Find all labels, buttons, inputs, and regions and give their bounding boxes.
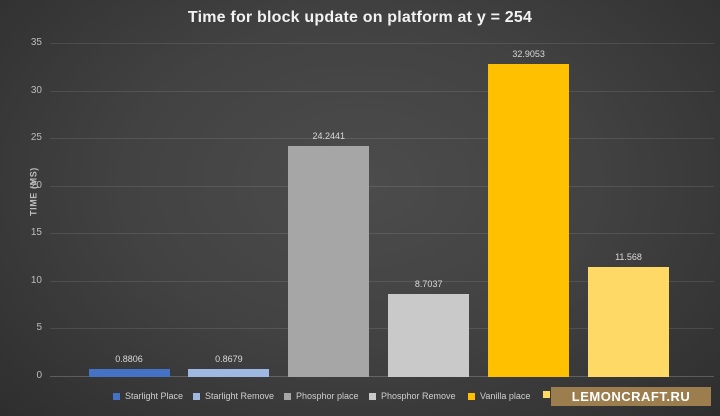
bar-1-starlight-place xyxy=(88,368,170,377)
gridline-y-0 xyxy=(50,376,714,377)
legend-label: Phosphor place xyxy=(296,391,359,401)
gridline-y-25 xyxy=(50,138,714,140)
legend-swatch-icon xyxy=(193,392,200,400)
bar-value-label-2: 0.8679 xyxy=(215,353,243,364)
legend-item-3: Phosphor place xyxy=(284,391,359,401)
bar-value-label-1: 0.8806 xyxy=(115,353,143,364)
legend-item-6 xyxy=(543,391,550,398)
y-tick-label-15: 15 xyxy=(30,227,42,239)
bar-4-phosphor-remove xyxy=(388,294,470,377)
y-tick-label-30: 30 xyxy=(30,84,42,96)
legend-label: Starlight Place xyxy=(125,391,184,401)
gridline-y-5 xyxy=(50,328,714,330)
legend-swatch-icon xyxy=(543,391,550,398)
y-tick-label-5: 5 xyxy=(36,322,42,334)
y-axis-title: TIME (MS) xyxy=(28,167,39,216)
chart-title: Time for block update on platform at y =… xyxy=(187,9,533,26)
bar-2-starlight-remove xyxy=(188,368,270,377)
bar-value-label-6: 11.568 xyxy=(615,251,642,262)
y-tick-label-35: 35 xyxy=(30,37,42,48)
gridline-y-10 xyxy=(50,280,714,282)
legend-label: Phosphor Remove xyxy=(381,391,456,401)
bar-value-label-5: 32.9053 xyxy=(512,48,545,59)
legend-swatch-icon xyxy=(113,392,120,400)
y-tick-label-10: 10 xyxy=(30,274,42,286)
gridline-y-15 xyxy=(50,233,714,235)
bar-5-vanilla-place xyxy=(488,63,570,377)
bar-3-phosphor-place xyxy=(288,146,370,377)
gridline-y-20 xyxy=(50,185,714,187)
legend-item-2: Starlight Remove xyxy=(193,391,274,401)
legend-item-5: Vanilla place xyxy=(468,391,530,401)
y-tick-label-20: 20 xyxy=(30,179,42,191)
bar-6 xyxy=(588,266,669,377)
legend-swatch-icon xyxy=(284,392,291,400)
legend: Starlight Place Starlight Remove Phosphor … xyxy=(0,391,720,409)
legend-item-1: Starlight Place xyxy=(113,391,183,401)
legend-label: Vanilla place xyxy=(480,391,531,401)
plot-area: 0 5 10 15 20 25 30 35 0.8806 0.8679 24.2441 8.7037 3… xyxy=(31,38,714,381)
legend-swatch-icon xyxy=(369,392,376,400)
gridline-y-30 xyxy=(50,90,714,92)
legend-label: Starlight Remove xyxy=(205,391,275,401)
bar-value-label-3: 24.2441 xyxy=(312,131,346,142)
bar-value-label-4: 8.7037 xyxy=(414,279,443,290)
gridline-y-35 xyxy=(50,43,714,44)
legend-item-4: Phosphor Remove xyxy=(369,391,456,401)
y-tick-label-25: 25 xyxy=(30,132,42,144)
legend-swatch-icon xyxy=(468,392,475,400)
y-tick-label-0: 0 xyxy=(36,370,42,381)
watermark-lemoncraft: LEMONCRAFT.RU xyxy=(551,387,711,406)
